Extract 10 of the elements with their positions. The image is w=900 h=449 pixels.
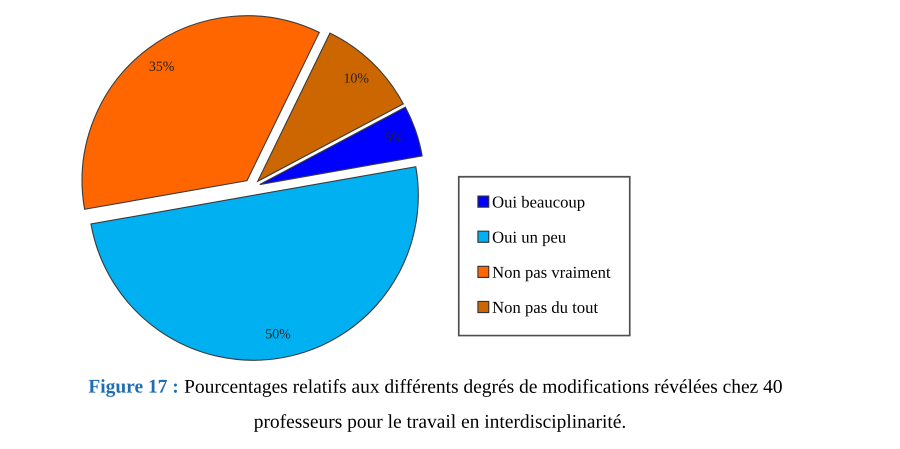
- legend-label: Non pas du tout: [492, 301, 598, 316]
- caption: Figure 17 :: [88, 379, 178, 397]
- data-label: 5%: [385, 132, 403, 142]
- legend-label: Oui un peu: [492, 232, 566, 246]
- legend-label: Oui beaucoup: [492, 196, 584, 212]
- legend-label: Non pas vraiment: [492, 266, 610, 282]
- data-label: 35%: [150, 61, 174, 71]
- data-label: 50%: [266, 329, 290, 339]
- text: Pourcentages relatifs aux différents degrés de modifications révélées chez 40 professeurs pour le travail en interdisciplinarité.: [184, 379, 782, 432]
- data-label: 10%: [344, 73, 368, 83]
